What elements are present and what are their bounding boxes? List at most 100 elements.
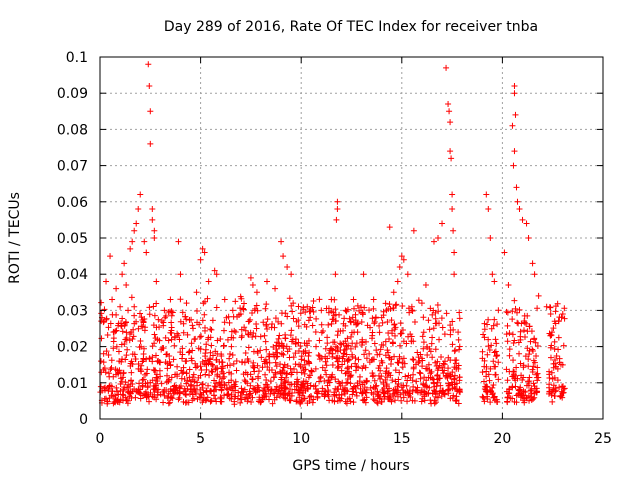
roti-point [207, 398, 214, 405]
roti-point [347, 318, 354, 325]
roti-point [557, 361, 564, 368]
roti-point [249, 309, 256, 316]
roti-point [312, 365, 319, 372]
roti-peak-point [489, 271, 496, 278]
roti-point [213, 386, 220, 393]
roti-point [546, 375, 553, 382]
roti-point [283, 374, 290, 381]
roti-point [241, 377, 248, 384]
roti-point [383, 365, 390, 372]
roti-peak-point [510, 162, 517, 169]
roti-point [133, 318, 140, 325]
roti-point [447, 373, 454, 380]
roti-point [207, 349, 214, 356]
roti-point [237, 305, 244, 312]
roti-point [370, 372, 377, 379]
roti-point [183, 380, 190, 387]
roti-point [428, 340, 435, 347]
roti-peak-point [247, 274, 254, 281]
roti-point [220, 370, 227, 377]
roti-point [400, 394, 407, 401]
roti-peak-point [332, 271, 339, 278]
roti-point [291, 366, 298, 373]
roti-point [206, 372, 213, 379]
roti-point [397, 342, 404, 349]
roti-point [275, 335, 282, 342]
roti-point [312, 328, 319, 335]
roti-point [392, 386, 399, 393]
roti-point [250, 330, 257, 337]
roti-point [301, 361, 308, 368]
roti-point [335, 378, 342, 385]
roti-point [377, 346, 384, 353]
roti-point [136, 389, 143, 396]
roti-point [223, 314, 230, 321]
roti-point [160, 322, 167, 329]
roti-point [513, 364, 520, 371]
roti-point [493, 396, 500, 403]
roti-point [307, 372, 314, 379]
roti-point [530, 380, 537, 387]
roti-point [485, 316, 492, 323]
roti-point [308, 367, 315, 374]
roti-point [495, 359, 502, 366]
roti-point [430, 325, 437, 332]
roti-peak-point [161, 307, 168, 314]
roti-point [314, 388, 321, 395]
roti-point [511, 297, 518, 304]
roti-point [170, 390, 177, 397]
roti-point [128, 369, 135, 376]
roti-point [414, 389, 421, 396]
roti-point [123, 334, 130, 341]
roti-peak-point [221, 296, 228, 303]
y-tick-label: 0.01 [57, 376, 88, 392]
roti-point [297, 310, 304, 317]
roti-point [453, 397, 460, 404]
roti-peak-point [131, 227, 138, 234]
roti-point [231, 401, 238, 408]
roti-point [303, 323, 310, 330]
roti-point [551, 392, 558, 399]
roti-peak-point [107, 253, 114, 260]
roti-point [484, 395, 491, 402]
roti-point [310, 297, 317, 304]
roti-point [432, 346, 439, 353]
roti-peak-point [430, 238, 437, 245]
roti-point [358, 341, 365, 348]
roti-point [445, 365, 452, 372]
roti-point [506, 346, 513, 353]
roti-point [362, 347, 369, 354]
roti-point [204, 295, 211, 302]
roti-point [346, 315, 353, 322]
roti-point [114, 397, 121, 404]
roti-point [310, 308, 317, 315]
roti-point [226, 395, 233, 402]
roti-point [232, 329, 239, 336]
roti-point [245, 331, 252, 338]
roti-point [128, 377, 135, 384]
roti-point [322, 367, 329, 374]
roti-point [272, 359, 279, 366]
roti-point [479, 393, 486, 400]
roti-point [108, 357, 115, 364]
roti-point [296, 394, 303, 401]
roti-point [369, 315, 376, 322]
roti-point [490, 394, 497, 401]
roti-point [354, 380, 361, 387]
roti-point [391, 397, 398, 404]
roti-point [378, 373, 385, 380]
roti-point [180, 329, 187, 336]
roti-point [241, 324, 248, 331]
roti-point [282, 385, 289, 392]
roti-point [189, 347, 196, 354]
roti-point [308, 368, 315, 375]
roti-point [217, 335, 224, 342]
roti-point [247, 382, 254, 389]
roti-point [367, 324, 374, 331]
roti-point [226, 319, 233, 326]
roti-point [189, 391, 196, 398]
roti-point [289, 308, 296, 315]
roti-point [493, 340, 500, 347]
roti-peak-point [175, 238, 182, 245]
